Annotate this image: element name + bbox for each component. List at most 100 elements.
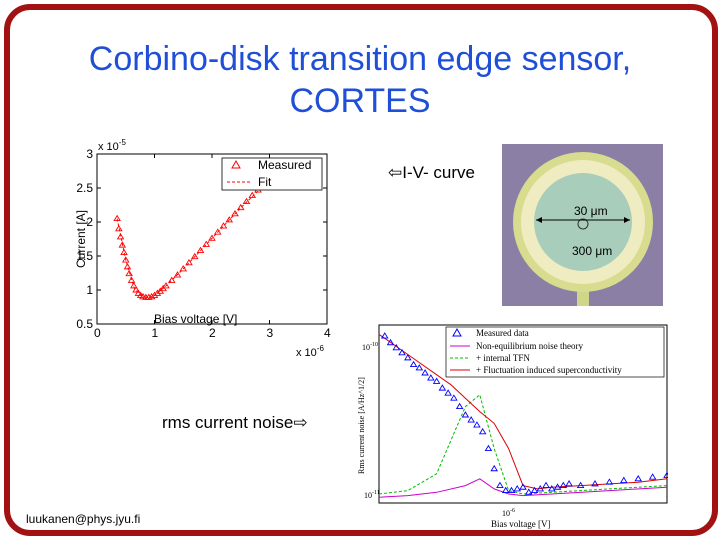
iv-measured-point bbox=[116, 233, 125, 240]
iv-y-tick-label: 3 bbox=[86, 147, 93, 161]
iv-measured-point bbox=[118, 241, 127, 248]
iv-measured-point bbox=[130, 282, 138, 289]
iv-measured-point bbox=[132, 286, 140, 293]
noise-measured-point bbox=[386, 338, 395, 346]
noise-measured-point bbox=[605, 478, 614, 485]
noise-measured-point bbox=[467, 416, 475, 423]
photo-center-contact bbox=[577, 218, 589, 230]
noise-measured-point bbox=[392, 343, 401, 351]
noise-measured-point bbox=[513, 485, 522, 492]
noise-measured-point bbox=[444, 389, 452, 396]
noise-measured-point bbox=[380, 332, 389, 339]
noise-measured-point bbox=[576, 481, 585, 489]
iv-y-tick-label: 1 bbox=[86, 283, 93, 297]
iv-x-tick-label: 3 bbox=[267, 326, 274, 340]
iv-measured-point bbox=[113, 214, 121, 222]
iv-y-tick-label: 2 bbox=[86, 215, 93, 229]
iv-x-tick-label: 4 bbox=[324, 326, 331, 340]
iv-x-tick-label: 0 bbox=[94, 326, 101, 340]
iv-x-tick-label: 1 bbox=[152, 326, 159, 340]
noise-measured-point bbox=[553, 483, 562, 490]
iv-measured-point bbox=[173, 271, 182, 278]
noise-measured-point bbox=[455, 402, 464, 410]
noise-measured-point bbox=[427, 374, 435, 381]
legend-marker-measured bbox=[231, 159, 241, 169]
noise-measured-point bbox=[450, 394, 458, 401]
noise-measured-point bbox=[536, 485, 545, 492]
iv-measured-point bbox=[147, 292, 156, 300]
noise-y-tick-top: 10-10 bbox=[362, 342, 378, 352]
title-line-2: CORTES bbox=[289, 82, 431, 120]
iv-legend: Measured Fit bbox=[221, 157, 323, 191]
photo-label-30um: 30 μm bbox=[574, 204, 608, 218]
noise-measured-point bbox=[591, 480, 599, 487]
noise-measured-point bbox=[438, 384, 447, 391]
iv-measured-point bbox=[208, 234, 216, 241]
iv-measured-point bbox=[196, 246, 205, 254]
iv-measured-point bbox=[219, 222, 228, 229]
iv-measured-point bbox=[231, 209, 239, 217]
noise-y-label: Rms current noise [A/Hz^1/2] bbox=[357, 377, 366, 474]
photo-label-300um: 300 μm bbox=[572, 244, 612, 258]
iv-x-multiplier: x 10-6 bbox=[296, 344, 324, 359]
slide-title: Corbino-disk transition edge sensor, COR… bbox=[0, 38, 720, 122]
iv-measured-point bbox=[121, 256, 130, 263]
noise-legend-3: + Fluctuation induced superconductivity bbox=[476, 365, 622, 375]
noise-y-tick-bottom: 10-11 bbox=[364, 490, 380, 500]
iv-curve-label: ⇦I-V- curve bbox=[388, 163, 475, 182]
noise-measured-point bbox=[432, 377, 441, 384]
iv-measured-point bbox=[162, 282, 170, 289]
iv-measured-point bbox=[242, 197, 251, 205]
noise-chart: 10-10 10-11 10-6 Bias voltage [V] Rms cu… bbox=[354, 322, 668, 530]
iv-x-label: Bias voltage [V] bbox=[154, 312, 237, 326]
device-photo: 30 μm 300 μm bbox=[502, 144, 663, 306]
iv-measured-point bbox=[202, 240, 211, 247]
iv-measured-point bbox=[167, 276, 176, 283]
noise-legend-0: Measured data bbox=[476, 328, 529, 338]
iv-measured-point bbox=[120, 248, 128, 256]
iv-measured-point bbox=[190, 252, 199, 260]
noise-measured-point bbox=[548, 485, 556, 492]
noise-series-line-1 bbox=[378, 478, 668, 498]
noise-measured-point bbox=[478, 427, 487, 435]
iv-x-tick-label: 2 bbox=[209, 326, 216, 340]
iv-measured-point bbox=[236, 203, 245, 211]
title-line-1: Corbino-disk transition edge sensor, bbox=[88, 40, 632, 78]
noise-legend-1: Non-equilibrium noise theory bbox=[476, 341, 583, 351]
noise-measured-point bbox=[415, 364, 424, 371]
author-email: luukanen@phys.jyu.fi bbox=[26, 512, 141, 526]
noise-measured-point bbox=[398, 348, 406, 356]
noise-measured-point bbox=[663, 471, 668, 478]
noise-measured-point bbox=[507, 486, 516, 494]
noise-series-line-3 bbox=[378, 333, 668, 490]
iv-measured-point bbox=[179, 265, 188, 272]
noise-legend-marker-0 bbox=[452, 327, 462, 337]
iv-chart: 0 1 2 3 4 0.5 1 1.5 2 2.5 3 x 10-5 x 10-6 Bias vol… bbox=[74, 138, 331, 359]
iv-y-tick-label: 2.5 bbox=[76, 181, 93, 195]
noise-measured-point bbox=[461, 411, 470, 418]
iv-measured-point bbox=[185, 258, 193, 266]
noise-x-label: Bias voltage [V] bbox=[491, 519, 550, 529]
noise-measured-point bbox=[524, 488, 533, 495]
noise-measured-point bbox=[501, 486, 510, 494]
iv-measured-point bbox=[153, 289, 162, 296]
noise-measured-point bbox=[404, 354, 412, 361]
iv-y-multiplier: x 10-5 bbox=[98, 138, 126, 153]
noise-measured-point bbox=[409, 360, 418, 368]
iv-measured-point bbox=[115, 224, 123, 232]
noise-measured-point bbox=[421, 369, 429, 376]
legend-fit: Fit bbox=[258, 175, 272, 189]
noise-measured-point bbox=[496, 481, 504, 489]
noise-legend-2: + internal TFN bbox=[476, 353, 530, 363]
noise-measured-point bbox=[620, 476, 628, 483]
noise-measured-point bbox=[519, 483, 527, 490]
noise-measured-point bbox=[565, 480, 573, 487]
noise-label: rms current noise⇨ bbox=[162, 413, 308, 432]
noise-measured-point bbox=[559, 481, 568, 489]
noise-x-tick: 10-6 bbox=[502, 508, 515, 518]
noise-measured-point bbox=[490, 464, 498, 472]
iv-y-tick-label: 1.5 bbox=[76, 249, 93, 263]
iv-measured-point bbox=[144, 293, 153, 300]
noise-measured-point bbox=[542, 481, 550, 489]
iv-measured-point bbox=[150, 291, 159, 298]
